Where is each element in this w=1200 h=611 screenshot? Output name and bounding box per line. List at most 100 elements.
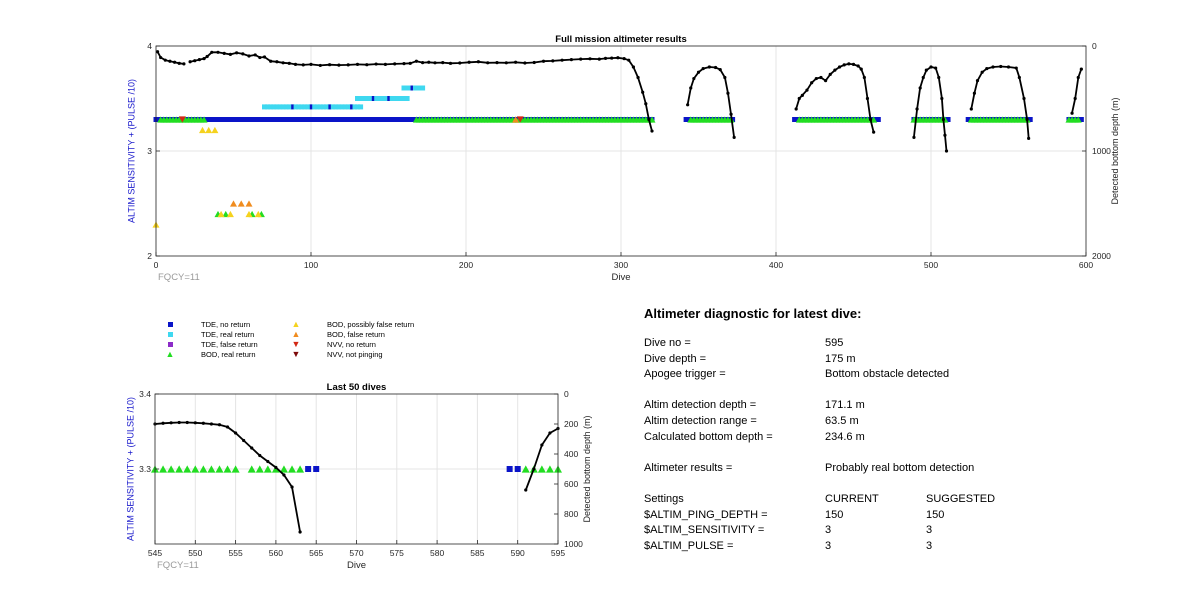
depth-point — [726, 91, 730, 95]
depth-point — [650, 129, 654, 133]
depth-point — [448, 61, 453, 65]
depth-point — [551, 59, 555, 63]
legend-marker: ▼ — [291, 339, 301, 349]
tde-real-return-marker — [305, 104, 311, 110]
tde-no-return-marker — [309, 104, 313, 110]
depth-point — [707, 65, 711, 69]
bod-false-return-marker — [230, 200, 237, 207]
diagnostic-value: Bottom obstacle detected — [825, 368, 950, 381]
x-tick-label: 580 — [430, 548, 444, 558]
tde-no-return-marker — [206, 117, 212, 122]
legend-item-bod-real-return: ▲ BOD, real return — [163, 350, 256, 360]
depth-point — [856, 64, 860, 68]
diagnostic-value: 171.1 m — [825, 399, 865, 412]
depth-point — [686, 103, 690, 107]
tde-no-return-marker — [302, 117, 308, 122]
legend-label: TDE, false return — [201, 340, 258, 349]
depth-point — [309, 62, 313, 66]
nvv-no-return-marker — [178, 116, 186, 123]
depth-point — [872, 130, 876, 134]
y-tick-label: 3.3 — [139, 464, 151, 474]
tde-no-return-marker — [350, 104, 353, 110]
tde-no-return-marker — [296, 117, 302, 122]
tde-real-return-marker — [407, 85, 413, 91]
tde-real-return-marker — [302, 104, 308, 110]
depth-point — [810, 81, 814, 85]
tde-no-return-marker — [342, 117, 348, 122]
tde-no-return-marker — [392, 117, 398, 122]
tde-no-return-marker — [274, 117, 280, 122]
bod-false-return-marker — [245, 200, 253, 207]
depth-point — [569, 58, 574, 62]
depth-point — [177, 420, 181, 425]
depth-point — [210, 50, 214, 54]
setting-current: 3 — [825, 539, 832, 552]
tde-no-return-marker — [317, 117, 323, 122]
depth-point — [504, 61, 508, 65]
depth-point — [182, 62, 186, 66]
tde-real-return-marker — [314, 104, 320, 110]
settings-header-suggested: SUGGESTED — [926, 492, 996, 505]
depth-point — [940, 96, 944, 101]
x-tick-label: 100 — [304, 260, 318, 270]
depth-series-line — [1071, 68, 1083, 114]
depth-point — [383, 62, 387, 66]
tde-no-return-marker — [965, 117, 971, 122]
depth-point — [641, 90, 645, 94]
x-tick-label: 200 — [459, 260, 473, 270]
bod-real-return-marker — [870, 116, 878, 123]
x-axis-label: Dive — [611, 272, 630, 283]
depth-point — [242, 438, 246, 443]
depth-point — [374, 62, 378, 66]
diagnostic-label: Altim detection depth = — [644, 399, 757, 412]
tde-no-return-marker — [371, 96, 375, 101]
bod-possibly-false-marker — [226, 210, 234, 218]
legend-label: NVV, not pinging — [327, 350, 383, 359]
bod-real-return-marker — [159, 465, 168, 473]
tde-real-return-marker — [262, 104, 267, 110]
x-tick-label: 400 — [769, 260, 783, 270]
depth-point — [824, 79, 828, 83]
y-axis-label: ALTIM SENSITIVITY + (PULSE /10) — [125, 397, 135, 541]
depth-point — [346, 63, 350, 67]
setting-suggested: 150 — [926, 508, 945, 521]
tde-real-return-marker — [364, 96, 370, 101]
tde-no-return-marker — [945, 117, 951, 122]
tde-real-return-marker — [333, 104, 339, 110]
tde-real-return-marker — [280, 104, 286, 110]
depth-point — [718, 68, 722, 72]
bod-real-return-marker — [296, 465, 305, 473]
tde-real-return-marker — [392, 96, 398, 101]
depth-point — [241, 52, 245, 56]
y2-tick-label: 2000 — [1092, 251, 1111, 261]
depth-point — [1014, 66, 1018, 70]
tde-real-return-marker — [299, 104, 305, 110]
legend-marker: ▲ — [291, 329, 301, 339]
tde-real-return-marker — [395, 96, 401, 101]
depth-point — [393, 62, 397, 66]
depth-point — [991, 65, 995, 69]
bod-real-return-marker — [175, 465, 184, 473]
legend-label: BOD, false return — [327, 330, 385, 339]
legend-item-bod-possibly-false: ▲ BOD, possibly false return — [289, 320, 415, 330]
setting-label: $ALTIM_PULSE = — [644, 539, 734, 552]
tde-real-return-marker — [345, 104, 351, 110]
depth-point — [941, 117, 946, 122]
bod-real-return-marker — [263, 465, 272, 473]
bod-false-return-marker — [512, 116, 520, 123]
tde-no-return-marker — [1027, 117, 1033, 122]
diagnostic-row-bottom-depth: Calculated bottom depth = 234.6 m — [644, 431, 1164, 447]
depth-point — [328, 63, 332, 67]
diagnostic-row-dive-no: Dive no = 595 — [644, 337, 1164, 353]
settings-header-row: Settings CURRENT SUGGESTED — [644, 493, 1164, 509]
depth-point — [427, 60, 431, 64]
corner-label: FQCY=11 — [157, 560, 199, 571]
depth-point — [188, 60, 192, 64]
diagnostic-title: Altimeter diagnostic for latest dive: — [644, 306, 862, 321]
legend-item-tde-real-return: TDE, real return — [163, 330, 254, 339]
legend-item-tde-no-return: TDE, no return — [163, 320, 250, 329]
legend-marker — [167, 322, 173, 327]
depth-point — [225, 425, 230, 429]
x-tick-label: 545 — [148, 548, 162, 558]
tde-no-return-marker — [224, 117, 230, 122]
